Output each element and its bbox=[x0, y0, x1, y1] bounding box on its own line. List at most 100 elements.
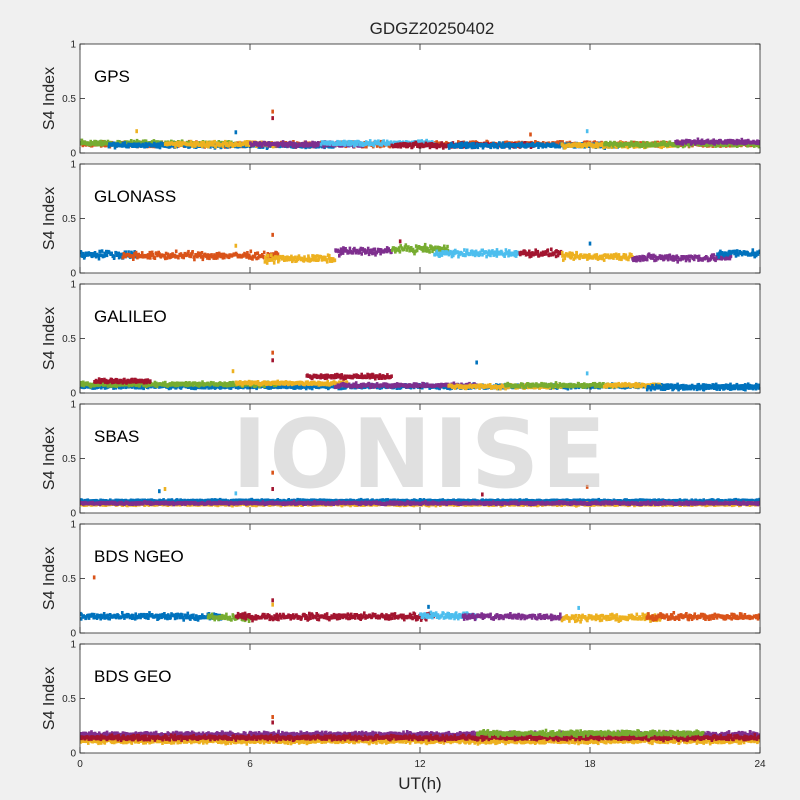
data-point bbox=[758, 249, 760, 254]
data-point bbox=[156, 145, 160, 149]
data-point bbox=[136, 255, 139, 260]
data-point bbox=[711, 143, 714, 147]
data-point bbox=[127, 144, 130, 149]
data-point bbox=[362, 143, 365, 147]
data-point bbox=[202, 385, 206, 390]
data-point bbox=[647, 252, 651, 256]
data-point bbox=[84, 253, 87, 257]
data-point bbox=[653, 258, 656, 263]
data-point bbox=[385, 142, 388, 147]
data-point bbox=[683, 255, 687, 260]
data-point bbox=[375, 250, 379, 255]
data-point bbox=[127, 140, 131, 145]
data-point bbox=[123, 141, 127, 145]
data-point bbox=[709, 140, 713, 144]
data-point bbox=[155, 142, 159, 147]
data-point bbox=[330, 259, 334, 263]
data-point bbox=[492, 253, 495, 257]
data-point bbox=[714, 258, 717, 263]
data-point bbox=[540, 142, 543, 147]
data-point bbox=[110, 251, 113, 256]
data-point bbox=[380, 143, 384, 147]
data-point bbox=[265, 261, 269, 265]
data-point bbox=[635, 255, 639, 260]
data-point bbox=[325, 258, 328, 262]
data-point bbox=[423, 242, 427, 247]
data-point bbox=[347, 250, 350, 255]
data-point bbox=[514, 250, 518, 254]
data-point bbox=[601, 256, 604, 261]
data-point bbox=[107, 250, 111, 254]
data-point bbox=[676, 260, 679, 264]
data-point bbox=[471, 252, 475, 257]
data-point bbox=[739, 140, 743, 145]
data-point bbox=[164, 380, 167, 385]
data-point bbox=[645, 257, 649, 262]
data-point bbox=[729, 382, 732, 387]
data-point bbox=[724, 143, 727, 147]
data-point bbox=[409, 142, 412, 147]
data-point bbox=[688, 139, 692, 143]
data-point bbox=[501, 141, 505, 145]
data-point bbox=[529, 251, 532, 256]
data-point bbox=[372, 143, 376, 148]
data-point bbox=[573, 254, 577, 258]
data-point bbox=[541, 250, 545, 255]
data-point bbox=[167, 386, 171, 391]
data-point bbox=[366, 249, 369, 253]
data-point bbox=[319, 254, 323, 259]
data-point bbox=[99, 139, 103, 144]
data-point bbox=[594, 256, 598, 260]
data-point bbox=[274, 255, 277, 259]
data-point bbox=[133, 252, 136, 256]
data-point bbox=[438, 246, 441, 250]
data-point bbox=[617, 253, 621, 257]
data-point bbox=[743, 141, 746, 146]
data-point bbox=[391, 248, 394, 252]
data-point bbox=[586, 257, 589, 261]
data-point bbox=[352, 143, 356, 148]
data-point bbox=[668, 140, 672, 144]
data-point bbox=[127, 142, 130, 147]
data-point bbox=[191, 250, 194, 254]
data-point bbox=[726, 143, 730, 148]
outlier-point bbox=[271, 116, 274, 121]
data-point bbox=[415, 142, 418, 146]
data-point bbox=[316, 254, 319, 258]
data-point bbox=[414, 244, 418, 248]
data-point bbox=[675, 257, 678, 262]
data-point bbox=[514, 254, 518, 258]
data-point bbox=[666, 143, 670, 148]
data-point bbox=[204, 144, 208, 148]
data-point bbox=[397, 246, 401, 250]
data-point bbox=[158, 145, 162, 150]
data-point bbox=[82, 251, 85, 256]
data-point bbox=[717, 141, 720, 145]
data-point bbox=[538, 253, 541, 258]
data-point bbox=[508, 145, 511, 150]
data-point bbox=[151, 253, 155, 257]
data-point bbox=[371, 251, 374, 256]
data-point bbox=[153, 256, 157, 260]
data-point bbox=[84, 251, 88, 256]
data-point bbox=[589, 255, 593, 260]
data-point bbox=[329, 257, 333, 261]
data-point bbox=[120, 252, 123, 257]
data-point bbox=[174, 144, 177, 149]
data-point bbox=[212, 256, 215, 260]
data-point bbox=[465, 248, 469, 253]
data-point bbox=[228, 383, 232, 387]
data-point bbox=[544, 144, 548, 149]
data-point bbox=[173, 381, 177, 386]
data-point bbox=[566, 386, 570, 391]
data-point bbox=[324, 255, 327, 260]
data-point bbox=[465, 250, 468, 255]
data-point bbox=[579, 253, 583, 257]
data-point bbox=[492, 141, 495, 146]
outlier-point bbox=[234, 130, 238, 135]
data-point bbox=[431, 249, 434, 254]
data-point bbox=[495, 248, 499, 252]
plot-area bbox=[80, 44, 760, 153]
data-point bbox=[411, 142, 415, 146]
